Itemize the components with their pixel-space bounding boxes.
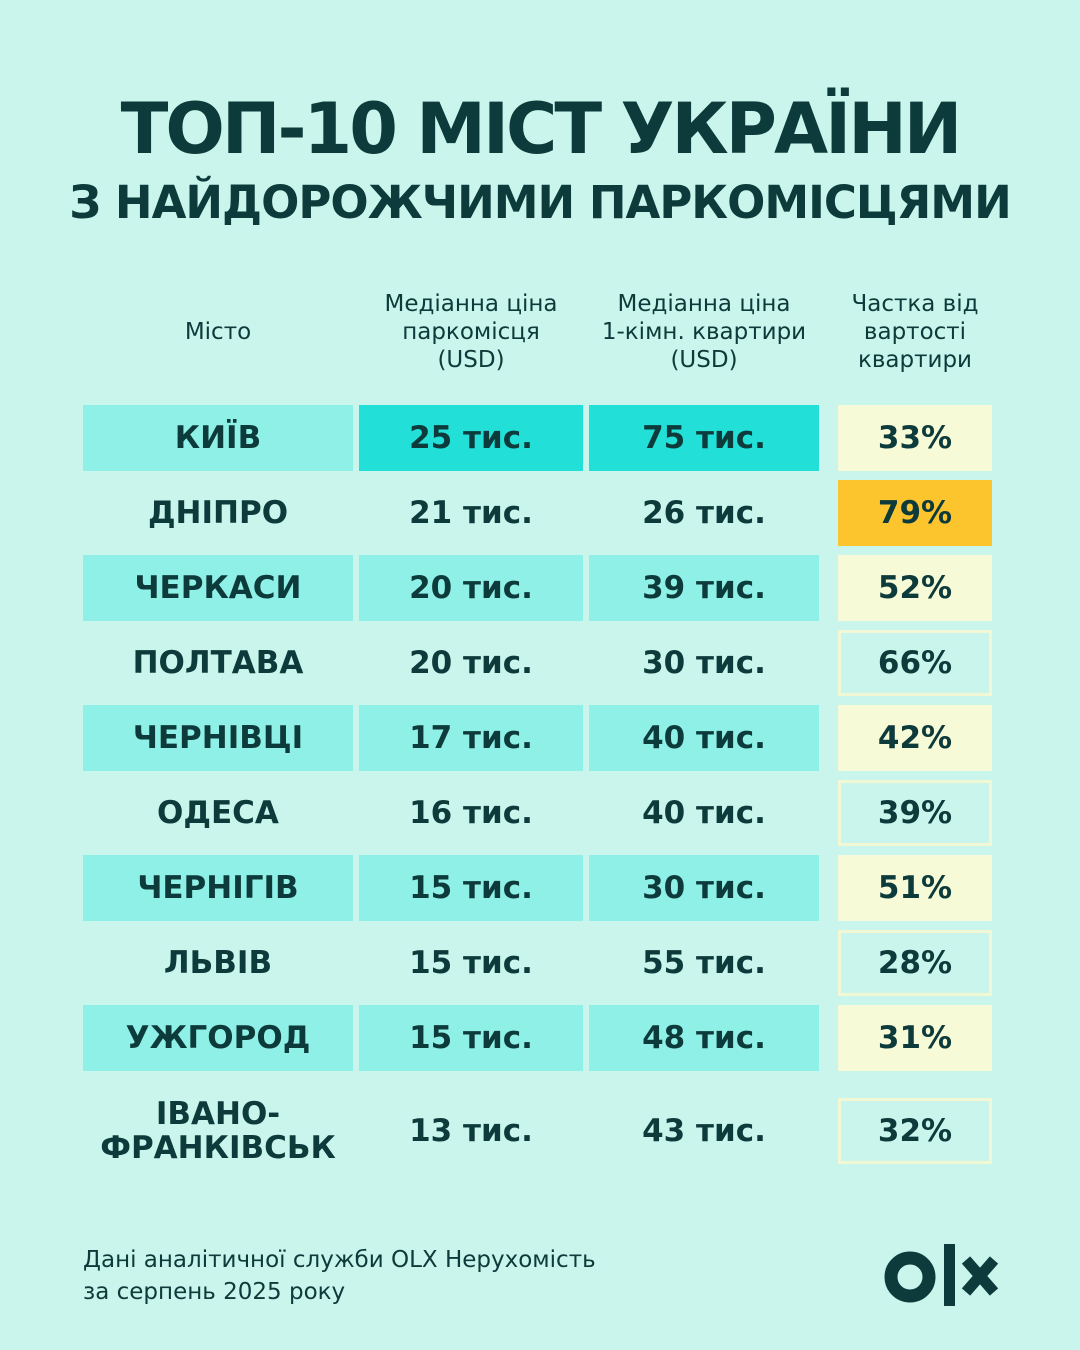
source-line: Дані аналітичної служби OLX Нерухомість [83,1247,596,1273]
city: ЛЬВІВ [163,945,273,981]
cell: 16 тис. [409,795,533,831]
title: ТОП-10 МІСТ УКРАЇНИ [120,88,963,170]
city: ДНІПРО [147,495,289,531]
cell: 15 тис. [359,855,583,921]
cell: 15 тис. [359,1005,583,1071]
cell: 21 тис. [409,495,533,531]
city: ОДЕСА [157,795,279,831]
cell: 79% [838,480,992,546]
subtitle: З НАЙДОРОЖЧИМИ ПАРКОМІСЦЯМИ [69,176,1011,229]
cell: 20 тис. [359,555,583,621]
cell: 40 тис. [589,705,819,771]
cell: 31% [838,1005,992,1071]
cell: 52% [838,555,992,621]
cell: 26 тис. [642,495,766,531]
cell: 75 тис. [589,405,819,471]
column-header: Медіанна ціна 1-кімн. квартири (USD) [569,288,839,376]
column-header: Місто [184,319,252,345]
city: КИЇВ [83,405,353,471]
cell: 20 тис. [409,645,533,681]
city: УЖГОРОД [83,1005,353,1071]
header-line: Частка від [851,291,979,317]
header-line: Медіанна ціна [617,291,791,317]
city: ЧЕРКАСИ [83,555,353,621]
header-line: паркомісця [402,319,540,345]
header-line: вартості [863,319,967,345]
header-line: (USD) [670,347,738,373]
header-line: квартири [857,347,973,373]
cell: 17 тис. [359,705,583,771]
city: ІВАНО-ФРАНКІВСЬК [100,1096,336,1166]
column-header: Частка від вартості квартири [818,288,1012,376]
city: ЧЕРНІВЦІ [83,705,353,771]
city: ЧЕРНІГІВ [83,855,353,921]
cell: 30 тис. [589,855,819,921]
header-line: (USD) [437,347,505,373]
cell: 55 тис. [642,945,766,981]
cell: 25 тис. [359,405,583,471]
header-line: Медіанна ціна [384,291,558,317]
column-header: Медіанна ціна паркомісця (USD) [339,288,603,376]
cell: 33% [838,405,992,471]
cell: 39 тис. [589,555,819,621]
footer: Дані аналітичної служби OLX Нерухомість … [83,1244,596,1308]
cell: 13 тис. [409,1113,533,1149]
cell: 30 тис. [642,645,766,681]
city: ПОЛТАВА [132,645,304,681]
cell: 51% [838,855,992,921]
cell: 32% [838,1098,992,1164]
cell: 40 тис. [642,795,766,831]
cell: 39% [838,780,992,846]
source-line: за серпень 2025 року [83,1279,346,1305]
cell: 48 тис. [589,1005,819,1071]
cell: 15 тис. [409,945,533,981]
cell: 43 тис. [642,1113,766,1149]
cell: 28% [838,930,992,996]
header-line: 1-кімн. квартири [601,319,807,345]
cell: 42% [838,705,992,771]
cell: 66% [838,630,992,696]
logo [884,1244,999,1306]
